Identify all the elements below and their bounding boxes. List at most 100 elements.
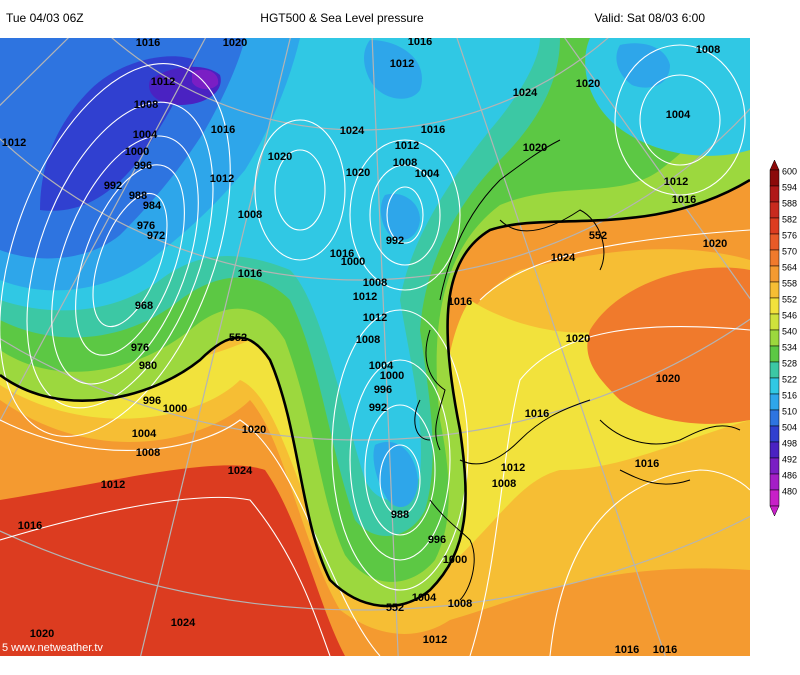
zone-red: [0, 465, 345, 656]
isobar-label: 1024: [551, 252, 576, 264]
isobar-label: 968: [135, 300, 153, 312]
isobar-label: 1016: [448, 296, 472, 308]
isobar-label: 980: [139, 360, 157, 372]
legend-label: 492: [782, 454, 797, 464]
isobar-label: 1012: [2, 137, 26, 149]
zone-purple: [192, 69, 219, 90]
isobar-label: 1004: [666, 109, 691, 121]
isobar-label: 1012: [151, 76, 175, 88]
legend-swatch: [769, 489, 780, 507]
isobar: [75, 164, 185, 356]
meridian: [0, 38, 207, 422]
coast-british-isles: [414, 329, 446, 451]
isobar-label: 988: [391, 509, 409, 521]
isobar-label: 1012: [395, 140, 419, 152]
isobar-label: 1020: [30, 628, 54, 640]
isobar-label: 1020: [268, 151, 292, 163]
legend-swatch: [769, 393, 780, 411]
isobar: [0, 63, 231, 437]
isobar-label: 976: [131, 342, 149, 354]
legend-label: 594: [782, 182, 797, 192]
meridian: [140, 38, 291, 656]
isobar-label: 976: [137, 220, 155, 232]
isobar-label: 1016: [615, 644, 639, 656]
isobar: [51, 135, 199, 385]
isobar-label: 1016: [672, 194, 696, 206]
map-labels: 1016 1020 1016 1008 1012 1012 1020 1024 1008 1004…: [2, 36, 727, 656]
isobar: [469, 326, 750, 656]
isobar-label: 1016: [635, 458, 659, 470]
legend-swatch: [769, 217, 780, 235]
legend-swatch: [769, 361, 780, 379]
isobar-label: 1024: [171, 617, 196, 629]
isobar-label: 992: [369, 402, 387, 414]
legend-label: 558: [782, 278, 797, 288]
isobar-label: 1020: [346, 167, 370, 179]
legend-label: 600: [782, 166, 797, 176]
isobar-label: 1008: [448, 598, 472, 610]
isobar: [479, 229, 750, 301]
legend-swatch: [769, 377, 780, 395]
legend-label: 588: [782, 198, 797, 208]
height-label: 552: [229, 332, 247, 344]
watermark: 5 www.netweather.tv: [2, 642, 103, 654]
isobar-label: 972: [147, 230, 165, 242]
isobar-label: 1000: [341, 256, 365, 268]
isobar-label: 996: [428, 534, 446, 546]
legend-label: 498: [782, 438, 797, 448]
isobar: [614, 44, 746, 196]
isobar-label: 1004: [415, 168, 440, 180]
legend-label: 582: [782, 214, 797, 224]
isobar-label: 1008: [136, 447, 160, 459]
zone-lightblue-low: [380, 193, 420, 240]
legend-label: 552: [782, 294, 797, 304]
isobar-label: 1000: [443, 554, 467, 566]
isobar-label: 1016: [421, 124, 445, 136]
legend-label: 504: [782, 422, 797, 432]
height-label: 552: [589, 230, 607, 242]
isobar-label: 996: [134, 160, 152, 172]
isobar: [379, 444, 421, 516]
isobar-label: 1020: [566, 333, 590, 345]
isobar: [349, 359, 451, 561]
isobar-label: 1008: [696, 44, 720, 56]
isobar: [369, 164, 441, 266]
isobar-label: 1000: [125, 146, 149, 158]
legend-swatch: [769, 297, 780, 315]
color-legend: 600 594 588 582 576 570 564 558 552 546 540 534 528 5…: [769, 159, 797, 517]
isobar-label: 1016: [211, 124, 235, 136]
isobar-label: 1024: [340, 125, 365, 137]
legend-swatch: [769, 345, 780, 363]
isobar-label: 1016: [330, 248, 354, 260]
coast-mediterranean: [599, 419, 741, 485]
coast-scandinavia: [439, 139, 605, 301]
legend-label: 516: [782, 390, 797, 400]
isobar-label: 1024: [228, 465, 253, 477]
isobar: [386, 186, 424, 244]
legend-swatch: [769, 249, 780, 267]
height-label: 552: [386, 602, 404, 614]
legend-swatch: [769, 473, 780, 491]
isobar-label: 1020: [242, 424, 266, 436]
isobar-label: 1016: [408, 36, 432, 48]
parallel: [111, 38, 609, 131]
legend-label: 576: [782, 230, 797, 240]
legend-label: 546: [782, 310, 797, 320]
isobar-label: 996: [143, 395, 161, 407]
legend-label: 522: [782, 374, 797, 384]
isobar: [274, 149, 326, 231]
header-run: Tue 04/03 06Z: [6, 11, 84, 25]
legend-swatch: [769, 441, 780, 459]
isobar-label: 1008: [492, 478, 516, 490]
isobar-label: 1020: [703, 238, 727, 250]
coast-iberia: [429, 399, 591, 601]
parallel: [0, 318, 750, 441]
isobar-label: 1012: [423, 634, 447, 646]
isobar-label: 1000: [380, 370, 404, 382]
isobar-label: 984: [143, 200, 162, 212]
legend-label: 540: [782, 326, 797, 336]
isobar-label: 1012: [101, 479, 125, 491]
legend-label: 510: [782, 406, 797, 416]
